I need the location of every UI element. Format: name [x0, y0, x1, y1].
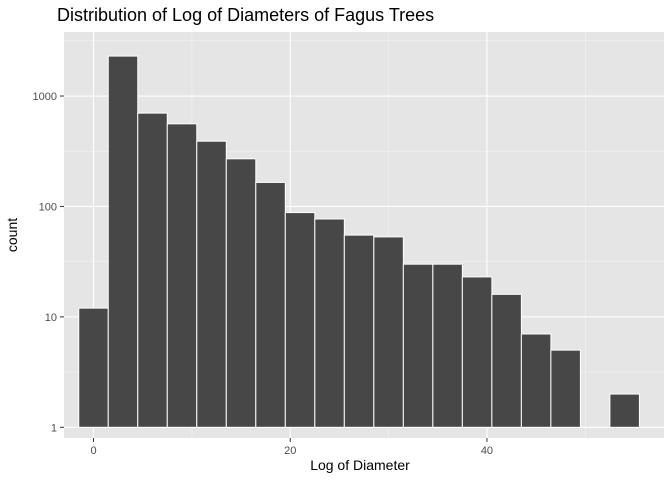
- bar-14: [491, 293, 522, 428]
- histogram-bars: [78, 55, 640, 428]
- x-axis: 0 20 40: [90, 438, 493, 457]
- bar-12: [432, 263, 463, 428]
- x-axis-title: Log of Diameter: [310, 457, 410, 473]
- bar-6: [255, 181, 286, 428]
- x-tick-label: 40: [481, 445, 493, 457]
- y-tick-label: 1000: [33, 91, 57, 103]
- bar-15: [520, 333, 552, 428]
- y-tick-label: 100: [39, 201, 57, 213]
- bar-8: [314, 218, 345, 428]
- chart-title: Distribution of Log of Diameters of Fagu…: [57, 5, 434, 25]
- y-tick-label: 1: [51, 422, 57, 434]
- y-axis: 1 10 100 1000: [33, 91, 64, 434]
- y-axis-title: count: [4, 218, 20, 252]
- x-tick-label: 20: [284, 445, 296, 457]
- bar-0: [78, 307, 109, 428]
- bar-13: [461, 276, 493, 428]
- x-tick-label: 0: [90, 445, 96, 457]
- bar-11: [402, 263, 434, 428]
- bar-3: [166, 123, 198, 428]
- bar-16: [550, 349, 581, 428]
- bar-10: [373, 236, 404, 428]
- bar-17: [609, 393, 640, 428]
- bar-1: [107, 55, 139, 428]
- bar-7: [284, 212, 316, 428]
- y-tick-label: 10: [45, 312, 57, 324]
- bar-5: [225, 158, 257, 428]
- bar-4: [196, 140, 227, 428]
- bar-2: [137, 112, 168, 428]
- bar-9: [343, 234, 375, 428]
